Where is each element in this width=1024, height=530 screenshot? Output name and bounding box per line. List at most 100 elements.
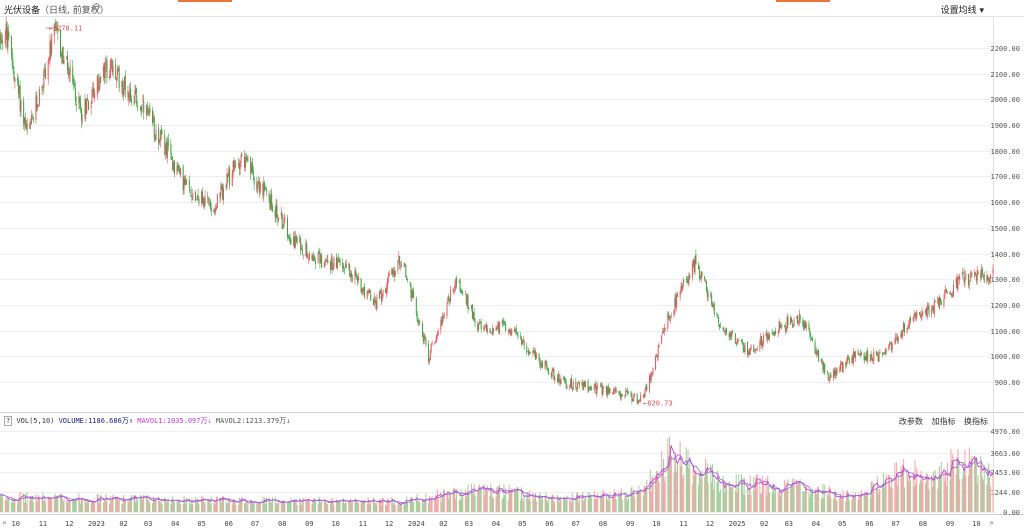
candle-body [477, 324, 479, 330]
add-indicator-button[interactable]: 加指标 [931, 417, 956, 426]
candle-body [430, 344, 432, 352]
volume-bar [793, 478, 795, 512]
volume-bar [391, 497, 393, 512]
x-tick-label: 02 [760, 520, 768, 528]
volume-bar [765, 477, 767, 512]
candle-body [393, 270, 395, 275]
volume-bar [148, 500, 150, 512]
volume-bar [710, 464, 712, 512]
candle-body [738, 339, 740, 341]
scroll-right-button[interactable]: » [989, 518, 994, 527]
volume-bar [931, 474, 933, 512]
candle-body [214, 210, 216, 213]
volume-bar [903, 487, 905, 512]
candle-body [551, 369, 553, 376]
volume-bar [146, 494, 148, 512]
candle-body [79, 96, 81, 104]
candle-body [146, 103, 148, 114]
scroll-left-button[interactable]: « [2, 518, 7, 527]
volume-bar [655, 471, 657, 512]
volume-bar [670, 455, 672, 512]
candle-body [160, 128, 162, 135]
candle-body [239, 162, 241, 170]
volume-bar [436, 490, 438, 512]
candle-body [262, 183, 264, 196]
volume-bar [134, 495, 136, 512]
candle-body [872, 359, 874, 362]
candle-body [10, 36, 12, 55]
candle-body [952, 295, 954, 297]
candle-body [357, 276, 359, 282]
candle-body [636, 393, 638, 403]
candle-body [143, 101, 145, 113]
candle-body [916, 311, 918, 318]
volume-bar [208, 500, 210, 512]
volume-bar [554, 503, 556, 512]
volume-bar [342, 498, 344, 512]
candle-body [527, 351, 529, 353]
volume-tick-label: 4976.00 [990, 428, 1020, 436]
candle-body [928, 306, 930, 315]
volume-indicator-button[interactable]: ? [4, 416, 13, 426]
candle-body [882, 352, 884, 355]
volume-bar [946, 485, 948, 512]
volume-bar [852, 493, 854, 512]
candle-body [67, 68, 69, 74]
volume-bar [591, 497, 593, 512]
volume-bar [501, 499, 503, 512]
candle-body [804, 320, 806, 329]
volume-bar [143, 495, 145, 512]
candle-body [151, 110, 153, 123]
low-annotation-label: ←820.73 [643, 399, 673, 407]
volume-bar [551, 494, 553, 512]
candle-body [931, 308, 933, 315]
candle-body [164, 135, 166, 154]
volume-bar [480, 486, 482, 512]
change-indicator-button[interactable]: 换指标 [964, 417, 988, 426]
volume-bar [944, 481, 946, 512]
candle-body [897, 338, 899, 341]
gear-icon[interactable]: ⚙ [92, 2, 101, 13]
volume-bar [869, 497, 871, 512]
volume-bar [354, 498, 356, 512]
volume-bar [116, 498, 118, 512]
volume-bar [646, 480, 648, 512]
candle-body [737, 340, 739, 342]
volume-bar [323, 499, 325, 512]
x-tick-label: 12 [706, 520, 714, 528]
edit-params-button[interactable]: 改参数 [898, 417, 923, 426]
volume-bar [349, 501, 351, 512]
candle-body [172, 161, 174, 170]
down-arrow-icon: ↓ [207, 417, 212, 425]
candle-body [553, 369, 555, 380]
volume-bar [748, 488, 750, 512]
candle-body [556, 377, 558, 382]
candle-body [563, 377, 565, 381]
candle-body [732, 331, 734, 334]
candle-body [448, 296, 450, 299]
volume-bar [515, 489, 517, 512]
candle-body [301, 249, 303, 255]
candle-body [80, 102, 82, 110]
candle-body [442, 315, 444, 324]
volume-bar [195, 501, 197, 512]
candle-body [394, 271, 396, 276]
volume-bar [204, 503, 206, 512]
candle-body [535, 354, 537, 359]
volume-bar [532, 492, 534, 512]
volume-bar [934, 470, 936, 512]
volume-bar [563, 496, 565, 512]
volume-bar [797, 485, 799, 512]
candle-body [934, 301, 936, 302]
candle-body [841, 362, 843, 372]
volume-bar [32, 502, 34, 512]
volume-bar [24, 493, 26, 512]
settings-ma-button[interactable]: 设置均线 ▾ [941, 3, 984, 16]
volume-bar [673, 473, 675, 512]
x-tick-label: 2024 [408, 520, 425, 528]
candle-body [805, 323, 807, 328]
volume-bar [664, 476, 666, 512]
candle-body [939, 298, 941, 303]
volume-bar [927, 476, 929, 512]
